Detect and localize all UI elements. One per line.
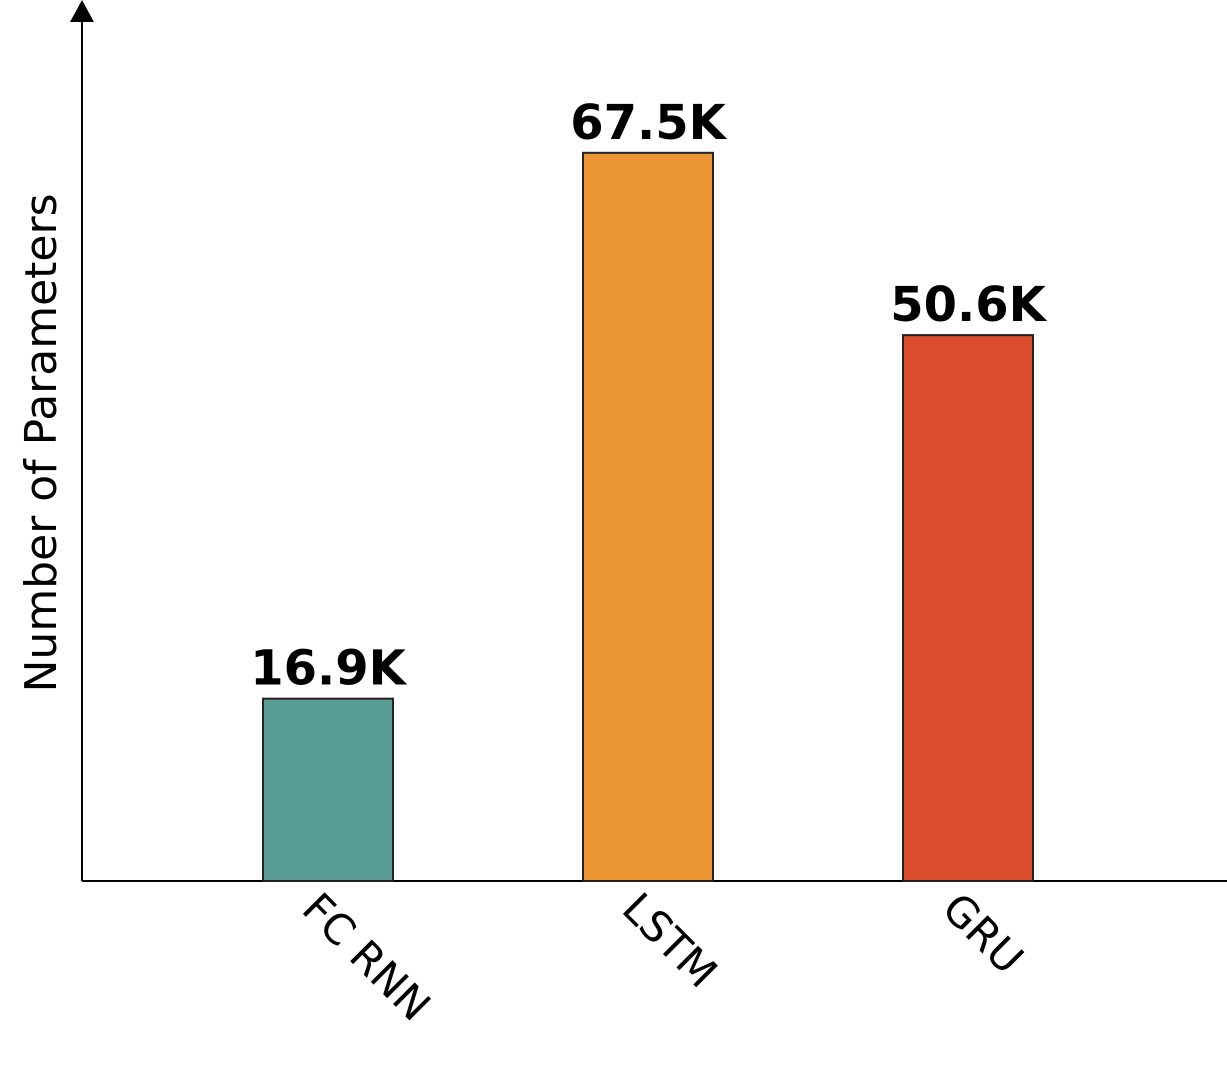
y-axis-arrow: [70, 0, 94, 22]
value-label: 67.5K: [570, 95, 727, 151]
bar: [262, 697, 394, 882]
value-label: 50.6K: [890, 277, 1047, 333]
bar: [902, 334, 1034, 882]
value-label: 16.9K: [250, 641, 407, 697]
x-tick-label: LSTM: [613, 883, 727, 997]
x-tick-label: FC RNN: [293, 883, 440, 1030]
y-axis-label: Number of Parameters: [16, 194, 67, 693]
x-tick-label: GRU: [933, 883, 1033, 983]
bar: [582, 151, 714, 882]
